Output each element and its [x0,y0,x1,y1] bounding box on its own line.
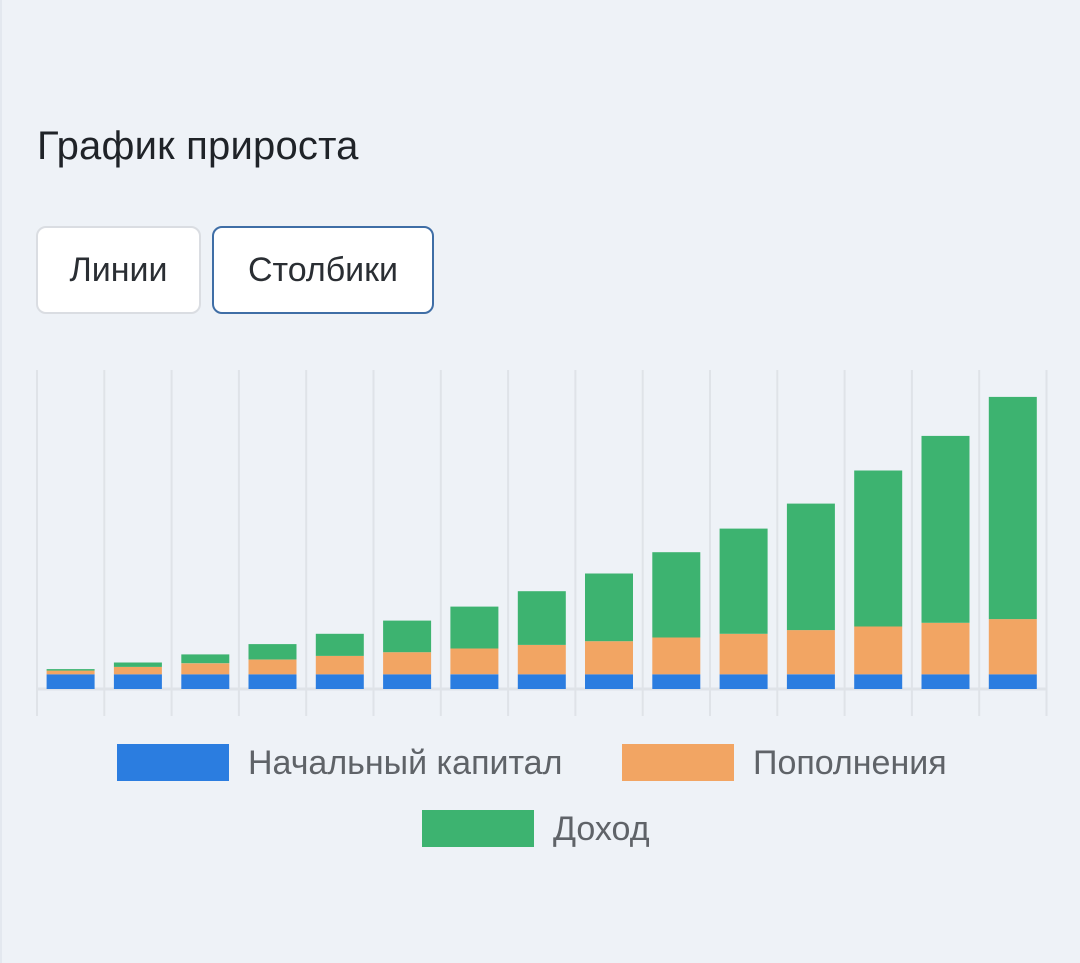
bar-segment-series-1-period-8[interactable] [517,674,566,689]
bar-segment-series-1-period-7[interactable] [450,674,499,689]
page-title: График прироста [37,124,359,168]
bar-segment-series-3-period-10[interactable] [652,552,701,638]
legend-label: Пополнения [753,744,947,782]
bar-segment-series-3-period-11[interactable] [719,528,768,634]
bar-segment-series-1-period-13[interactable] [854,674,903,689]
bar-segment-series-1-period-5[interactable] [315,674,364,689]
bar-segment-series-2-period-2[interactable] [113,666,162,675]
legend-label: Начальный капитал [248,744,562,782]
bar-segment-series-3-period-4[interactable] [248,644,297,660]
bar-segment-series-2-period-15[interactable] [988,619,1037,675]
bar-segment-series-1-period-14[interactable] [921,674,970,689]
bar-segment-series-3-period-2[interactable] [113,662,162,667]
bar-segment-series-1-period-15[interactable] [988,674,1037,689]
bar-segment-series-3-period-3[interactable] [181,654,230,664]
bar-segment-series-2-period-4[interactable] [248,659,297,675]
bar-segment-series-2-period-3[interactable] [181,663,230,675]
bar-segment-series-2-period-8[interactable] [517,644,566,675]
bar-segment-series-1-period-12[interactable] [786,674,835,689]
bar-segment-series-1-period-10[interactable] [652,674,701,689]
legend-item-1[interactable]: Начальный капитал [117,744,562,782]
bar-segment-series-1-period-6[interactable] [383,674,432,689]
chart-bars [46,396,1037,689]
bar-segment-series-2-period-1[interactable] [46,670,95,675]
bar-segment-series-2-period-11[interactable] [719,633,768,675]
bar-segment-series-2-period-12[interactable] [786,630,835,675]
bar-segment-series-3-period-8[interactable] [517,591,566,645]
bar-segment-series-2-period-5[interactable] [315,655,364,675]
bar-segment-series-1-period-1[interactable] [46,674,95,689]
bar-segment-series-3-period-6[interactable] [383,620,432,653]
bar-segment-series-2-period-9[interactable] [585,641,633,675]
bar-segment-series-3-period-1[interactable] [46,669,95,671]
bar-segment-series-3-period-14[interactable] [921,435,970,623]
chart-legend: Начальный капитал Пополнения Доход [117,744,947,848]
bar-segment-series-3-period-13[interactable] [854,470,903,627]
legend-swatch [117,744,229,781]
bar-segment-series-3-period-5[interactable] [315,633,364,656]
bar-segment-series-3-period-9[interactable] [585,573,633,642]
bar-segment-series-2-period-7[interactable] [450,648,499,675]
bar-segment-series-2-period-14[interactable] [921,622,970,675]
legend-swatch [422,810,534,847]
bar-segment-series-2-period-6[interactable] [383,652,432,675]
bar-segment-series-1-period-3[interactable] [181,674,230,689]
bar-segment-series-1-period-2[interactable] [113,674,162,689]
legend-item-2[interactable]: Пополнения [622,744,947,782]
legend-label: Доход [553,810,650,848]
growth-chart: Начальный капитал Пополнения Доход [36,370,1048,848]
bar-segment-series-1-period-4[interactable] [248,674,297,689]
bar-segment-series-2-period-10[interactable] [652,637,701,675]
bar-segment-series-1-period-9[interactable] [585,674,633,689]
bar-segment-series-3-period-7[interactable] [450,606,499,649]
bars-view-button[interactable]: Столбики [212,226,434,314]
bar-segment-series-1-period-11[interactable] [719,674,768,689]
bar-segment-series-3-period-12[interactable] [786,503,835,631]
bar-segment-series-2-period-13[interactable] [854,626,903,675]
lines-view-button[interactable]: Линии [36,226,201,314]
bar-segment-series-3-period-15[interactable] [988,396,1037,620]
legend-swatch [622,744,734,781]
legend-item-3[interactable]: Доход [422,810,650,848]
